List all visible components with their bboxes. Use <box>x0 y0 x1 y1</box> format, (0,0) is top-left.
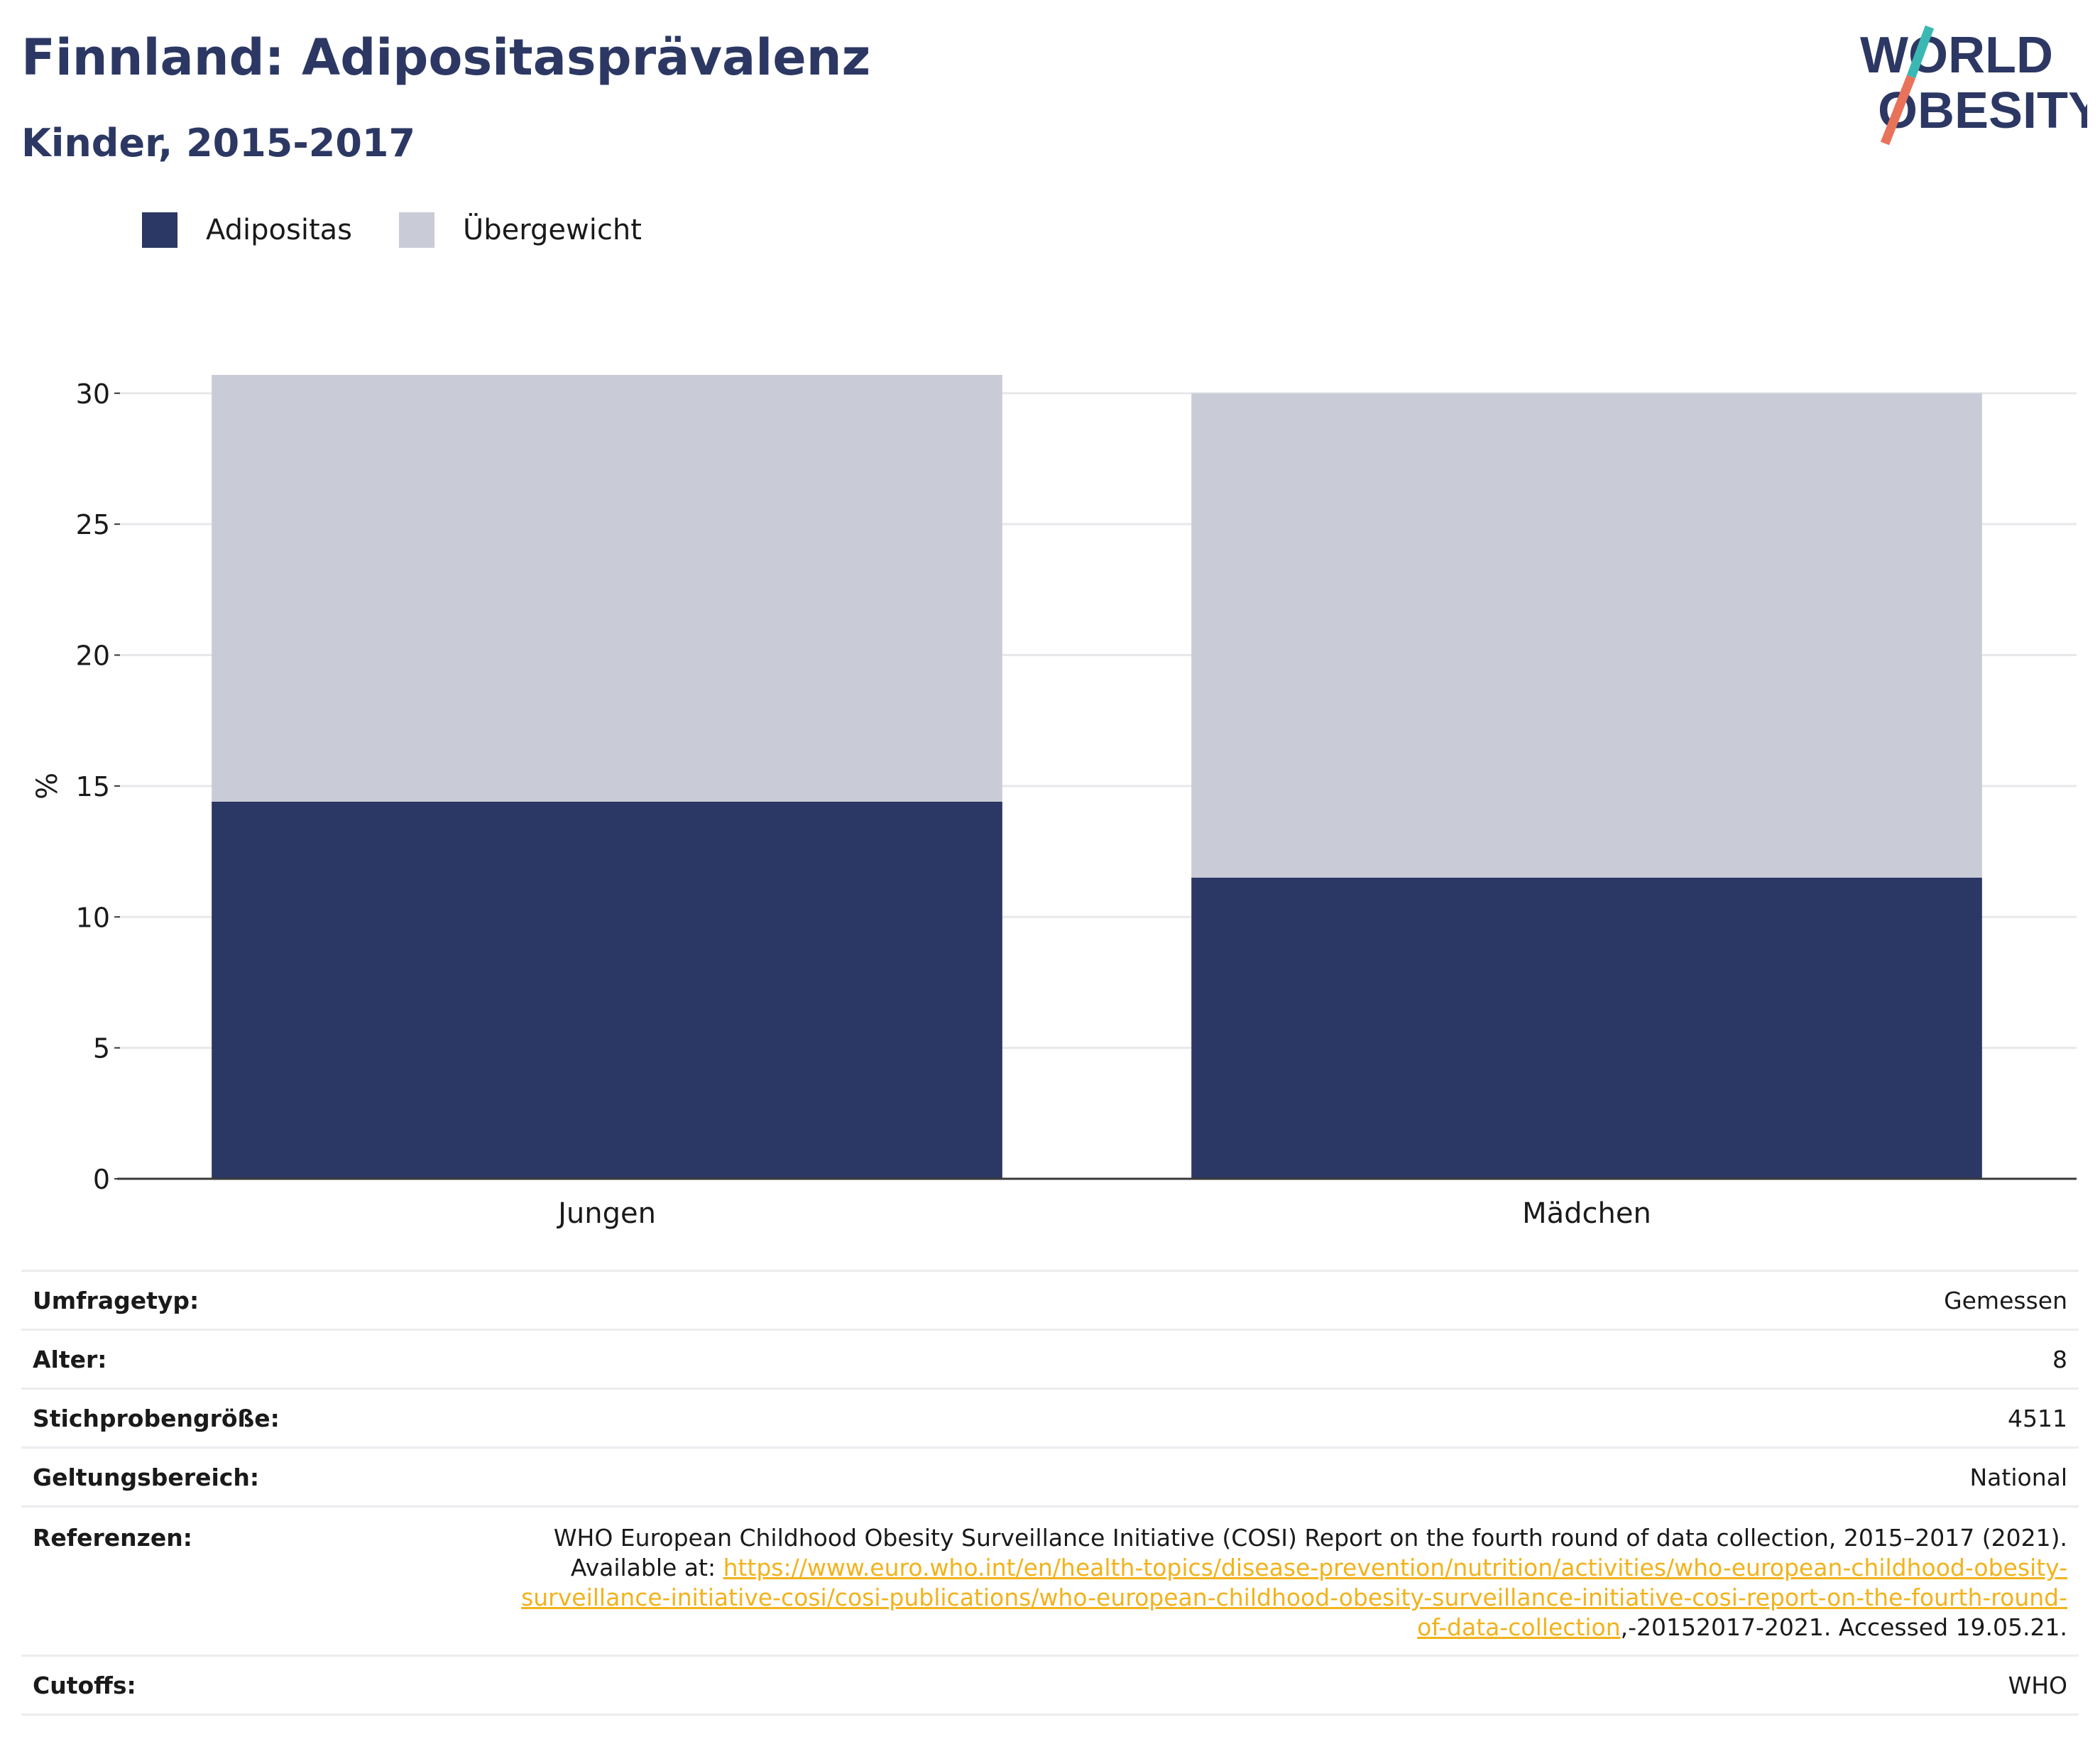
meta-row-stichprobengroesse: Stichprobengröße: 4511 <box>21 1390 2079 1449</box>
meta-row-alter: Alter: 8 <box>21 1331 2079 1390</box>
page-title: Finnland: Adipositasprävalenz <box>21 28 871 87</box>
reference-suffix: ,-20152017-2021. Accessed 19.05.21. <box>1620 1613 2067 1641</box>
y-tick-label: 25 <box>76 509 110 540</box>
legend-swatch-uebergewicht <box>399 212 435 248</box>
x-tick-label: Jungen <box>556 1197 656 1230</box>
reference-link[interactable]: https://www.euro.who.int/en/health-topic… <box>521 1554 2067 1641</box>
bar-adipositas <box>1191 877 1982 1179</box>
y-tick-label: 5 <box>93 1033 110 1064</box>
reference-available: Available at: <box>570 1554 723 1581</box>
meta-key: Referenzen: <box>33 1524 192 1552</box>
reference-link-part2: surveillance-initiative-cosi/cosi-public… <box>521 1584 2067 1611</box>
y-tick-label: 15 <box>76 771 110 802</box>
reference-citation: WHO European Childhood Obesity Surveilla… <box>553 1524 2067 1552</box>
meta-key: Alter: <box>33 1346 107 1373</box>
logo-line2: OBESITY <box>1878 82 2087 139</box>
meta-value: 8 <box>2052 1346 2067 1373</box>
meta-value: WHO <box>2008 1672 2067 1699</box>
x-tick-label: Mädchen <box>1522 1197 1651 1230</box>
meta-row-umfragetyp: Umfragetyp: Gemessen <box>21 1272 2079 1331</box>
meta-key: Stichprobengröße: <box>33 1405 280 1432</box>
meta-row-cutoffs: Cutoffs: WHO <box>21 1657 2079 1716</box>
meta-key: Umfragetyp: <box>33 1287 199 1314</box>
logo-line1: WORLD <box>1860 27 2053 84</box>
legend-label-adipositas: Adipositas <box>206 214 353 246</box>
world-obesity-logo: WORLD OBESITY <box>1860 25 2087 146</box>
reference-link-part3: of-data-collection <box>1417 1613 1621 1641</box>
bar-chart: 0 5 10 15 20 25 30% Jungen Mädchen <box>31 374 2077 1230</box>
y-tick-label: 0 <box>93 1164 110 1195</box>
legend-item-adipositas: Adipositas <box>142 212 352 248</box>
y-axis-label: % <box>31 773 64 800</box>
metadata-table: Umfragetyp: Gemessen Alter: 8 Stichprobe… <box>21 1270 2079 1716</box>
logo-slash-bottom <box>1880 75 1916 146</box>
meta-row-referenzen: Referenzen: WHO European Childhood Obesi… <box>21 1508 2079 1657</box>
page-subtitle: Kinder, 2015-2017 <box>21 121 416 165</box>
meta-value: Gemessen <box>1944 1287 2067 1314</box>
y-tick-label: 10 <box>76 902 110 933</box>
reference-text: WHO European Childhood Obesity Surveilla… <box>521 1523 2067 1642</box>
legend-item-uebergewicht: Übergewicht <box>399 212 642 248</box>
meta-value: National <box>1969 1464 2067 1491</box>
legend-swatch-adipositas <box>142 212 177 248</box>
chart-legend: Adipositas Übergewicht <box>142 212 689 249</box>
meta-key: Geltungsbereich: <box>33 1464 260 1491</box>
meta-key: Cutoffs: <box>33 1672 136 1699</box>
bar-uebergewicht <box>1191 393 1982 878</box>
meta-value: 4511 <box>2008 1405 2067 1432</box>
legend-label-uebergewicht: Übergewicht <box>463 214 642 246</box>
bar-adipositas <box>212 802 1002 1179</box>
logo-slash-top <box>1906 25 1935 79</box>
y-tick-label: 30 <box>76 378 110 410</box>
bar-uebergewicht <box>212 374 1002 802</box>
meta-row-geltungsbereich: Geltungsbereich: National <box>21 1449 2079 1508</box>
reference-link-part1: https://www.euro.who.int/en/health-topic… <box>723 1554 2067 1581</box>
y-tick-label: 20 <box>76 641 110 672</box>
